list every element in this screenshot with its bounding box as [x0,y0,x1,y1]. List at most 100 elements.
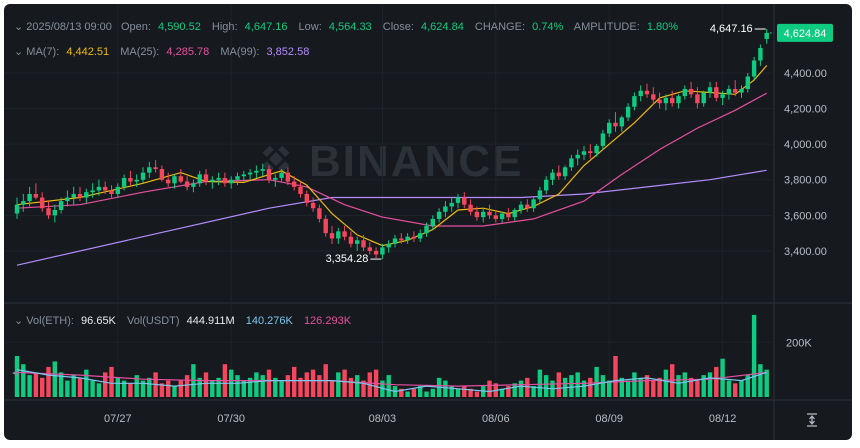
candle [355,236,360,251]
candle [405,233,410,244]
volume-bar [166,380,171,397]
volume-bar [695,380,700,397]
candle [52,204,57,223]
close-value: 4,624.84 [421,21,464,33]
vol-eth-value: 96.65K [81,315,117,327]
candle [411,231,417,243]
volume-bar [216,377,221,397]
high-marker: 4,647.16 [710,23,766,35]
volume-bar [764,369,769,397]
chart-panel: BINANCE 4,400.00 4,200.00 4,000.00 3,800.00… [4,4,852,440]
candle [273,174,278,187]
candle [764,28,769,44]
axis-scale-icon[interactable] [807,413,817,427]
volume-bar [342,369,347,397]
candle [714,81,719,102]
candle [260,163,265,177]
candle [695,87,700,109]
volume-bar [625,380,631,397]
chevron-down-icon[interactable]: ⌄ [14,315,26,327]
volume-bar [613,355,618,397]
candle [424,222,429,237]
candle [317,204,322,223]
volume-bar [575,372,580,397]
candle [298,181,303,198]
candle [569,154,574,171]
volume-bar [310,369,316,397]
candle [707,81,713,98]
candle [121,174,127,191]
candle [71,186,76,205]
candle [386,240,391,253]
volume-bar [531,386,536,397]
candle [46,201,51,219]
volume-bar [159,383,165,397]
volume-bar [588,377,593,397]
candle [562,165,568,180]
volume-bar [65,380,70,397]
volume-bar [449,386,454,397]
volume-bar [462,386,467,397]
ohlc-info: ⌄ 2025/08/13 09:00 Open: 4,590.52 High: … [14,21,678,33]
vol-ma2-value: 126.293K [304,315,352,327]
candle [443,201,448,218]
volume-bar [676,375,681,397]
candle [266,165,272,184]
volume-bar [58,372,64,397]
candle [745,72,750,93]
candle [153,160,158,173]
open-value: 4,590.52 [158,21,201,33]
candle [474,206,480,221]
volume-bar [607,380,612,397]
candle [607,119,612,138]
volume-bar [544,375,549,397]
candle [537,186,543,203]
candle [418,229,423,243]
price-tick-label: 3,800.00 [784,175,827,187]
volume-bar [241,380,246,397]
current-price-tag: 4,624.84 [777,23,833,42]
candle [342,226,347,241]
low-marker-label: 3,354.28 [326,253,369,265]
volume-bar [424,391,429,397]
candle [178,169,183,184]
candle [751,56,757,81]
volume-bar [329,380,335,397]
candle [103,181,108,194]
candle [329,226,335,244]
price-tick-label: 4,400.00 [784,68,827,80]
volume-bar [279,380,284,397]
volume-bar [273,377,278,397]
candle [531,197,536,212]
candle-date: 2025/08/13 09:00 [26,21,112,33]
candle [701,90,706,107]
candle [632,92,637,111]
candle [235,172,240,186]
volume-bar [77,377,83,397]
candle [525,199,530,212]
volume-bar [210,380,215,397]
candle [241,170,246,182]
candle [210,176,215,189]
chevron-down-icon[interactable]: ⌄ [14,46,26,58]
chevron-down-icon[interactable]: ⌄ [14,21,26,33]
volume-bar [128,383,133,397]
volume-bar [430,388,435,397]
candle [33,183,39,200]
volume-bar [556,372,561,397]
candle [499,211,505,223]
scroll-left-icon[interactable]: ◂ [12,367,18,379]
volume-bar [455,388,461,397]
candle [159,165,165,182]
candle [638,85,643,102]
candle [588,144,593,159]
candle [14,197,20,219]
vol-ma2-line [16,371,767,387]
volume-bar [405,391,410,397]
candle [115,183,120,198]
time-tick-label: 08/12 [709,413,737,425]
candle [367,242,372,255]
volume-bar [235,375,240,397]
candle [430,215,435,230]
candle [512,208,517,221]
